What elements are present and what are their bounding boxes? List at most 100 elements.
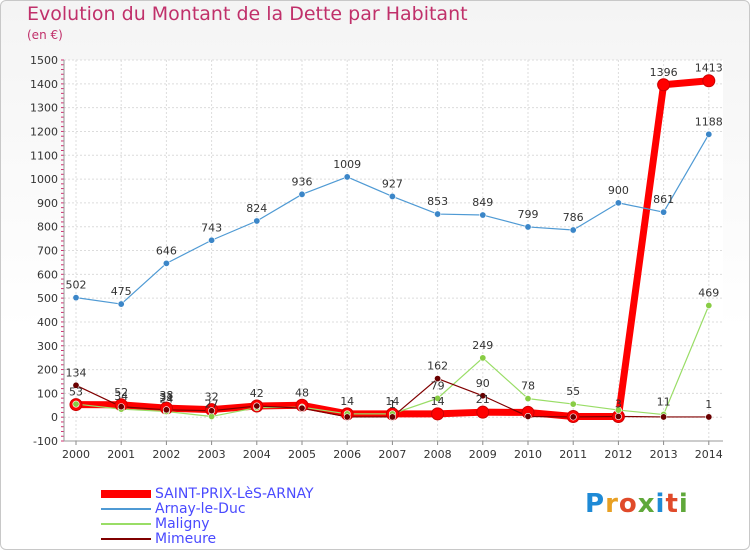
data-point-saint-prix — [657, 78, 671, 92]
legend-swatch-mimeure — [101, 538, 151, 540]
data-label-saint-prix: 38 — [159, 389, 173, 402]
data-point-arnay-le-duc — [343, 173, 351, 181]
data-label-mimeure: 162 — [427, 360, 448, 373]
data-point-mimeure — [117, 403, 125, 411]
legend-swatch-saint-prix — [101, 490, 151, 498]
data-label-arnay-le-duc: 646 — [156, 244, 177, 257]
data-point-mimeure — [208, 407, 216, 415]
data-label-mimeure: 134 — [66, 366, 87, 379]
data-label-arnay-le-duc: 1009 — [333, 158, 361, 171]
data-label-mimeure: 31 — [159, 391, 173, 404]
data-point-mimeure — [524, 412, 532, 420]
y-tick-label: 1300 — [30, 102, 58, 115]
data-point-arnay-le-duc — [569, 226, 577, 234]
y-tick-label: 1500 — [30, 54, 58, 67]
chart-subtitle: (en €) — [27, 28, 63, 42]
x-tick-label: 2003 — [198, 448, 226, 461]
legend-swatch-maligny — [101, 523, 151, 525]
x-tick-label: 2013 — [650, 448, 678, 461]
x-tick-label: 2010 — [514, 448, 542, 461]
data-label-arnay-le-duc: 799 — [518, 208, 539, 221]
data-point-mimeure — [388, 413, 396, 421]
data-label-saint-prix: 3 — [615, 397, 622, 410]
data-point-mimeure — [162, 406, 170, 414]
logo-letter: i — [655, 489, 666, 519]
data-label-arnay-le-duc: 1188 — [695, 115, 723, 128]
data-label-mimeure: 1 — [389, 398, 396, 411]
y-tick-label: 0 — [51, 411, 58, 424]
data-label-maligny: 55 — [566, 385, 580, 398]
data-point-arnay-le-duc — [434, 210, 442, 218]
legend-item-saint-prix: SAINT-PRIX-LèS-ARNAY — [101, 486, 314, 502]
data-label-saint-prix: 48 — [295, 386, 309, 399]
data-point-arnay-le-duc — [162, 259, 170, 267]
x-tick-label: 2000 — [62, 448, 90, 461]
data-point-arnay-le-duc — [208, 236, 216, 244]
data-label-saint-prix: 32 — [205, 391, 219, 404]
x-tick-label: 2011 — [559, 448, 587, 461]
logo-letter: i — [678, 489, 689, 519]
data-label-mimeure: 1 — [705, 398, 712, 411]
data-point-arnay-le-duc — [388, 192, 396, 200]
y-tick-label: 900 — [37, 197, 58, 210]
data-label-maligny: 11 — [657, 396, 671, 409]
logo-letter: P — [585, 489, 606, 519]
legend-item-maligny: Maligny — [101, 516, 209, 532]
data-label-arnay-le-duc: 743 — [201, 221, 222, 234]
data-point-arnay-le-duc — [72, 294, 80, 302]
data-point-saint-prix — [476, 405, 490, 419]
data-label-maligny: 24 — [159, 392, 173, 405]
legend-label-saint-prix: SAINT-PRIX-LèS-ARNAY — [155, 486, 314, 502]
data-point-arnay-le-duc — [117, 300, 125, 308]
data-point-mimeure — [298, 404, 306, 412]
data-label-arnay-le-duc: 927 — [382, 177, 403, 190]
data-label-saint-prix: 14 — [340, 395, 354, 408]
data-point-maligny — [479, 354, 487, 362]
logo-letter: t — [665, 489, 679, 519]
y-tick-label: 700 — [37, 245, 58, 258]
data-point-arnay-le-duc — [614, 199, 622, 207]
y-tick-label: 500 — [37, 292, 58, 305]
logo-letter: o — [618, 489, 638, 519]
data-point-maligny — [72, 400, 80, 408]
data-point-mimeure — [614, 412, 622, 420]
legend-label-arnay-le-duc: Arnay-le-Duc — [155, 501, 246, 517]
data-label-maligny: 34 — [114, 390, 128, 403]
chart-title: Evolution du Montant de la Dette par Hab… — [27, 3, 468, 25]
logo-letter: r — [605, 489, 619, 519]
data-point-arnay-le-duc — [479, 211, 487, 219]
data-point-maligny — [524, 395, 532, 403]
x-tick-label: 2001 — [107, 448, 135, 461]
y-tick-label: -100 — [33, 435, 58, 448]
x-tick-label: 2008 — [424, 448, 452, 461]
x-tick-label: 2014 — [695, 448, 723, 461]
data-label-maligny: 249 — [472, 339, 493, 352]
data-label-arnay-le-duc: 853 — [427, 195, 448, 208]
data-point-mimeure — [343, 413, 351, 421]
data-label-arnay-le-duc: 475 — [111, 285, 132, 298]
proxiti-logo: Proxiti — [585, 489, 689, 519]
data-label-saint-prix: 14 — [385, 395, 399, 408]
y-tick-label: 1100 — [30, 149, 58, 162]
data-label-saint-prix: 53 — [69, 386, 83, 399]
data-point-arnay-le-duc — [660, 208, 668, 216]
data-label-arnay-le-duc: 849 — [472, 196, 493, 209]
data-point-arnay-le-duc — [253, 217, 261, 225]
legend-label-mimeure: Mimeure — [155, 531, 217, 547]
data-point-saint-prix — [702, 74, 716, 88]
legend-swatch-arnay-le-duc — [101, 508, 151, 510]
x-tick-label: 2012 — [604, 448, 632, 461]
data-point-mimeure — [72, 381, 80, 389]
data-label-saint-prix: 52 — [114, 386, 128, 399]
data-point-mimeure — [253, 402, 261, 410]
y-tick-label: 1400 — [30, 78, 58, 91]
x-tick-label: 2005 — [288, 448, 316, 461]
data-label-maligny: 27 — [205, 397, 219, 410]
legend-item-arnay-le-duc: Arnay-le-Duc — [101, 501, 246, 517]
data-label-maligny: 469 — [698, 287, 719, 300]
data-label-saint-prix: 14 — [431, 395, 445, 408]
y-tick-label: 400 — [37, 316, 58, 329]
data-label-saint-prix: 21 — [476, 393, 490, 406]
data-point-mimeure — [705, 413, 713, 421]
data-point-mimeure — [569, 413, 577, 421]
